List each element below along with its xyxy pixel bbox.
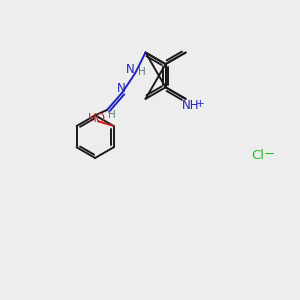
Text: Cl: Cl — [251, 149, 264, 162]
Text: HO: HO — [88, 112, 106, 125]
Text: H: H — [109, 110, 116, 120]
Text: −: − — [263, 148, 275, 161]
Text: NH: NH — [182, 99, 200, 112]
Text: N: N — [116, 82, 125, 95]
Text: N: N — [125, 63, 134, 76]
Text: H: H — [138, 67, 146, 77]
Text: +: + — [196, 99, 205, 109]
